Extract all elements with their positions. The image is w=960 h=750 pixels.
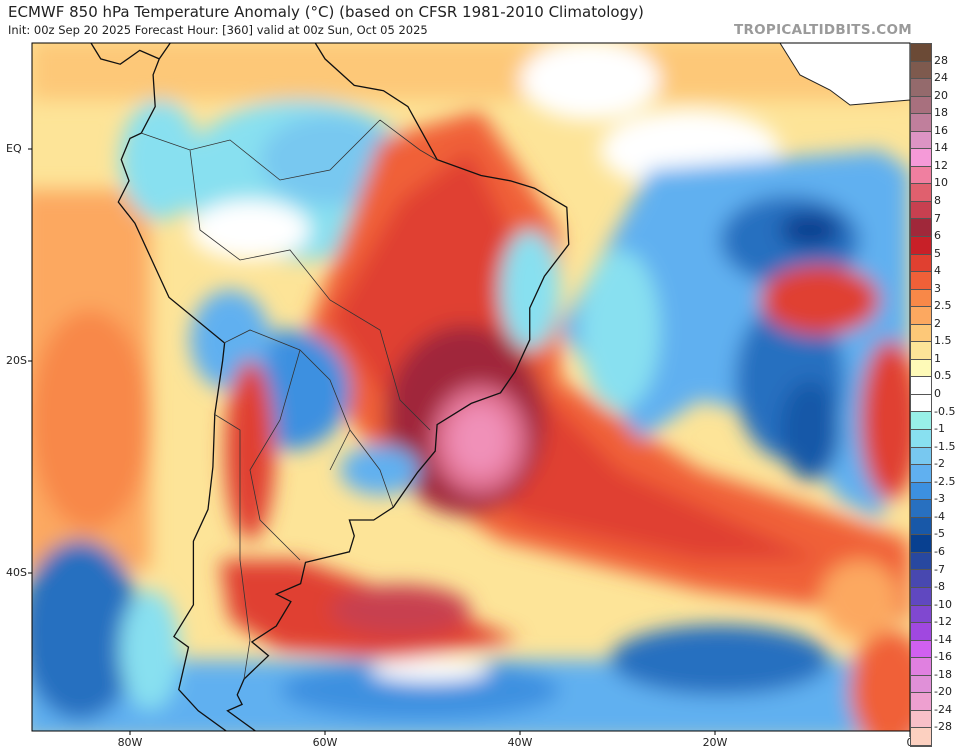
colorbar-swatch [911, 272, 931, 290]
colorbar-label: -2.5 [934, 474, 956, 488]
colorbar-swatch [911, 79, 931, 97]
colorbar-label: -24 [934, 702, 952, 716]
colorbar-label: -16 [934, 650, 952, 664]
lat-label-20s: 20S [6, 354, 27, 367]
colorbar-swatch [911, 570, 931, 588]
colorbar-label: 1 [934, 351, 941, 365]
colorbar-label: 16 [934, 123, 948, 137]
colorbar-label: -14 [934, 632, 952, 646]
colorbar-label: -8 [934, 580, 945, 594]
colorbar-label: -28 [934, 720, 952, 734]
colorbar-label: 2.5 [934, 299, 952, 313]
colorbar-swatch [911, 552, 931, 571]
colorbar-label: 12 [934, 158, 948, 172]
colorbar-label: 3 [934, 281, 941, 295]
colorbar-label: 20 [934, 88, 948, 102]
colorbar-swatch [911, 658, 931, 676]
colorbar-swatch [911, 342, 931, 360]
colorbar-label: 2 [934, 316, 941, 330]
colorbar-label: 18 [934, 106, 948, 120]
colorbar-label: 6 [934, 229, 941, 243]
brand-watermark: TROPICALTIDBITS.COM [733, 22, 912, 38]
south-america-coastline [90, 43, 570, 731]
colorbar-label: -18 [934, 667, 952, 681]
colorbar-label: -12 [934, 615, 952, 629]
colorbar-swatch [911, 728, 931, 746]
colorbar-label: 0 [934, 387, 941, 400]
colorbar-label: -3 [934, 492, 945, 506]
colorbar-label: -2 [934, 457, 945, 471]
colorbar-swatch [911, 289, 931, 308]
colorbar-swatch [911, 44, 931, 62]
colorbar-swatch [911, 587, 931, 606]
colorbar-label: -6 [934, 544, 945, 558]
colorbar-label: -1.5 [934, 439, 956, 453]
colorbar-swatch [911, 710, 931, 729]
colorbar-label: -0.5 [934, 404, 956, 418]
colorbar-swatch [911, 131, 931, 150]
colorbar-label: -4 [934, 509, 945, 523]
colorbar-swatch [911, 237, 931, 255]
colorbar-swatch [911, 640, 931, 659]
colorbar-swatch [911, 517, 931, 536]
colorbar-label: 1.5 [934, 334, 952, 348]
temperature-field [32, 43, 910, 731]
colorbar [910, 43, 932, 747]
lat-label-eq: EQ [6, 142, 22, 155]
forecast-info: Init: 00z Sep 20 2025 Forecast Hour: [36… [8, 23, 428, 37]
colorbar-label: 14 [934, 141, 948, 155]
colorbar-label: -5 [934, 527, 945, 541]
colorbar-swatch [911, 377, 931, 395]
colorbar-label: 0.5 [934, 369, 952, 383]
colorbar-swatch [911, 394, 931, 413]
colorbar-label: -7 [934, 562, 945, 576]
colorbar-label: -10 [934, 597, 952, 611]
colorbar-label: 10 [934, 176, 948, 190]
colorbar-swatch [911, 149, 931, 167]
colorbar-swatch [911, 201, 931, 220]
country-borders [140, 119, 438, 680]
colorbar-swatch [911, 623, 931, 641]
lon-label-80w: 80W [117, 736, 143, 749]
colorbar-label: 8 [934, 193, 941, 207]
colorbar-label: -1 [934, 422, 945, 436]
colorbar-swatch [911, 693, 931, 711]
colorbar-label: 24 [934, 71, 948, 85]
colorbar-swatch [911, 675, 931, 694]
colorbar-label: -20 [934, 685, 952, 699]
colorbar-label: 7 [934, 211, 941, 225]
colorbar-label: 5 [934, 246, 941, 260]
colorbar-swatch [911, 605, 931, 624]
colorbar-swatch [911, 219, 931, 238]
colorbar-swatch [911, 166, 931, 185]
lon-label-40w: 40W [507, 736, 533, 749]
colorbar-swatch [911, 254, 931, 273]
colorbar-swatch [911, 447, 931, 466]
colorbar-swatch [911, 359, 931, 378]
colorbar-swatch [911, 324, 931, 343]
lon-label-20w: 20W [702, 736, 728, 749]
colorbar-swatch [911, 465, 931, 483]
colorbar-label: 4 [934, 264, 941, 278]
chart-title: ECMWF 850 hPa Temperature Anomaly (°C) (… [8, 3, 644, 21]
colorbar-swatch [911, 307, 931, 325]
colorbar-swatch [911, 96, 931, 115]
colorbar-swatch [911, 500, 931, 518]
colorbar-label: 28 [934, 53, 948, 67]
colorbar-swatch [911, 535, 931, 553]
colorbar-swatch [911, 482, 931, 501]
colorbar-swatch [911, 184, 931, 202]
lon-label-60w: 60W [312, 736, 338, 749]
colorbar-swatch [911, 430, 931, 448]
lat-label-40s: 40S [6, 566, 27, 579]
colorbar-swatch [911, 114, 931, 132]
colorbar-swatch [911, 61, 931, 80]
colorbar-swatch [911, 412, 931, 431]
